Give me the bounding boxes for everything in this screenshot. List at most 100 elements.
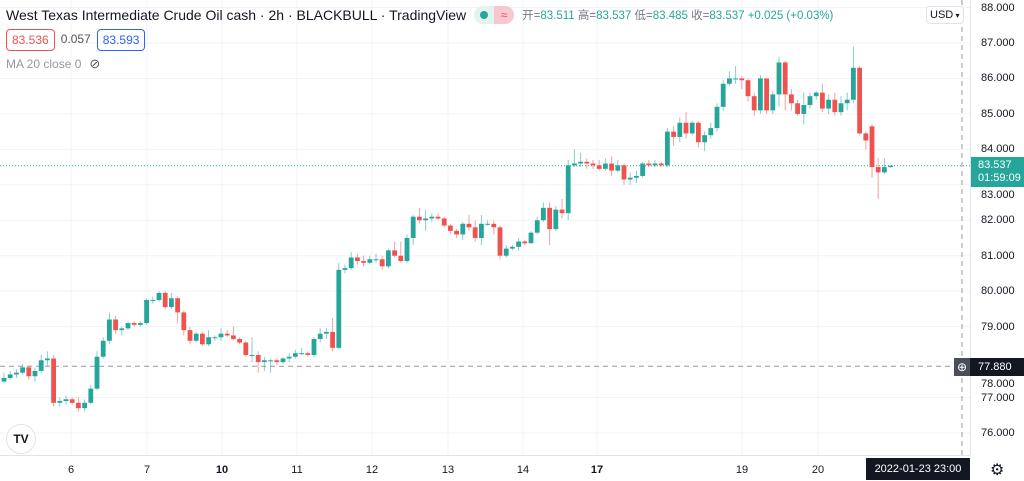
ohlc-readout: 开=83.511 高=83.537 低=83.485 收=83.537 +0.0… [522, 7, 833, 23]
candle-down [497, 227, 503, 256]
candle-up [578, 161, 583, 164]
candle-down [857, 67, 862, 134]
candle-up [429, 216, 435, 219]
indicator-legend[interactable]: MA 20 close 0 [6, 57, 82, 71]
price-tick: 88.000 [981, 1, 1015, 14]
candle-up [553, 209, 559, 230]
candle-down [472, 227, 478, 238]
candle-up [94, 356, 100, 389]
price-axis[interactable]: 88.000 87.000 86.000 85.000 84.000 83.000 82.0… [970, 0, 1024, 455]
candle-up [627, 177, 633, 180]
candle-down [646, 163, 652, 166]
candle-down [590, 163, 596, 166]
candle-up [212, 337, 218, 339]
add-alert-plus-icon[interactable]: ⊕ [954, 358, 970, 376]
candle-up [776, 62, 782, 95]
time-axis[interactable]: 6 7 10 11 12 13 14 17 19 20 [0, 455, 970, 481]
eye-off-icon[interactable]: ⊘ [89, 56, 101, 71]
candle-down [231, 335, 236, 340]
candle-up [844, 99, 850, 104]
candle-up [572, 163, 577, 166]
candle-up [144, 300, 149, 324]
candle-up [138, 323, 143, 325]
candle-up [851, 67, 856, 100]
price-tick: 87.000 [981, 37, 1015, 49]
date-tick: 19 [735, 464, 749, 476]
candle-up [38, 360, 44, 371]
candle-up [652, 163, 658, 166]
candle-down [305, 353, 311, 355]
candle-down [522, 241, 528, 244]
candle-up [342, 268, 348, 270]
candle-down [875, 167, 881, 173]
candle-up [286, 356, 292, 359]
buy-price-button[interactable]: 83.593 [96, 29, 146, 51]
candle-down [832, 99, 838, 113]
candle-up [528, 232, 534, 244]
candle-down [782, 62, 788, 95]
candle-down [274, 360, 280, 363]
candle-up [280, 358, 286, 363]
candle-down [175, 298, 180, 313]
currency-select[interactable]: USD ▾ [926, 6, 964, 24]
candle-up [404, 237, 410, 262]
date-tick: 20 [811, 464, 825, 476]
candle-up [324, 331, 329, 334]
sell-price-button[interactable]: 83.536 [6, 29, 55, 51]
candle-down [243, 342, 249, 355]
candle-down [466, 223, 472, 228]
candle-down [237, 339, 242, 343]
candle-down [621, 165, 627, 180]
high-value: 83.537 [596, 10, 632, 22]
candle-up [32, 370, 38, 377]
candle-down [795, 103, 800, 114]
candle-up [193, 333, 199, 341]
price-tick: 85.000 [981, 107, 1015, 120]
price-tick: 76.000 [981, 426, 1015, 439]
symbol-title[interactable]: West Texas Intermediate Crude Oil cash ·… [6, 7, 467, 23]
price-tick: 79.000 [981, 320, 1015, 333]
candle-down [26, 367, 32, 377]
candle-up [317, 333, 323, 340]
candle-down [820, 92, 825, 109]
candle-down [683, 122, 689, 134]
price-tick: 81.000 [981, 249, 1015, 262]
open-label: 开= [522, 10, 541, 22]
candle-up [634, 175, 639, 178]
candle-up [206, 337, 211, 345]
candle-down [398, 255, 404, 262]
candle-up [882, 167, 887, 173]
candle-up [348, 257, 354, 269]
candle-up [720, 83, 726, 107]
price-tick: 80.000 [981, 285, 1015, 298]
candle-up [100, 340, 106, 357]
candle-up [758, 78, 763, 111]
candle-down [162, 292, 168, 308]
candle-up [410, 216, 416, 238]
tradingview-logo[interactable]: TV [6, 424, 36, 454]
candle-up [807, 96, 813, 106]
candle-up [7, 374, 13, 379]
status-pill[interactable]: ≈ [474, 6, 515, 24]
candle-down [224, 333, 230, 336]
candle-up [119, 328, 125, 331]
candle-down [609, 163, 614, 171]
quote-row: 83.536 0.057 83.593 [6, 29, 146, 51]
candle-down [392, 250, 397, 256]
currency-label: USD [930, 9, 954, 21]
candle-up [88, 388, 94, 403]
candle-up [14, 372, 19, 375]
candle-down [559, 209, 565, 214]
settings-gear-icon[interactable]: ⚙ [990, 462, 1005, 479]
candle-down [69, 399, 75, 403]
candle-up [516, 241, 521, 247]
date-tick: 11 [291, 464, 303, 476]
candle-down [764, 78, 769, 111]
date-tick: 14 [516, 464, 530, 476]
candle-up [485, 223, 490, 225]
candle-up [169, 298, 174, 308]
candle-up [125, 323, 131, 329]
price-chart[interactable] [0, 0, 970, 455]
candle-up [826, 99, 831, 109]
candle-up [45, 358, 50, 361]
